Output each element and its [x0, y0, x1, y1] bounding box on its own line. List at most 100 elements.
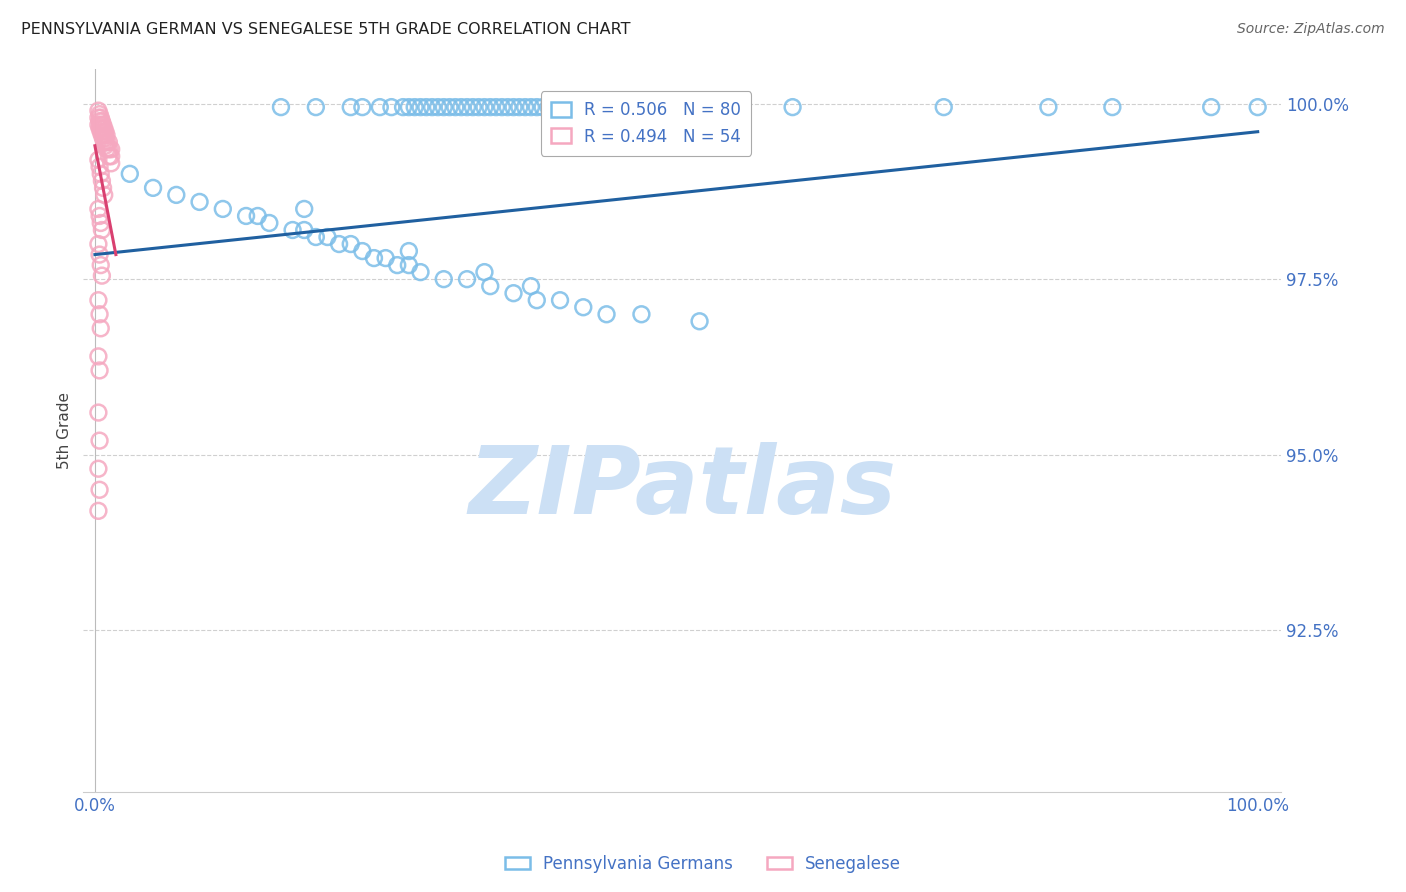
Point — [1199, 100, 1222, 114]
Point — [211, 202, 233, 216]
Point — [94, 132, 117, 146]
Point — [165, 187, 187, 202]
Point — [456, 272, 478, 286]
Point — [91, 132, 114, 146]
Point — [97, 149, 120, 163]
Point — [305, 230, 328, 244]
Point — [91, 118, 114, 132]
Point — [292, 202, 315, 216]
Point — [409, 100, 432, 114]
Point — [90, 128, 112, 143]
Point — [561, 100, 583, 114]
Point — [398, 244, 420, 258]
Point — [502, 286, 524, 301]
Point — [352, 100, 374, 114]
Point — [479, 279, 502, 293]
Text: PENNSYLVANIA GERMAN VS SENEGALESE 5TH GRADE CORRELATION CHART: PENNSYLVANIA GERMAN VS SENEGALESE 5TH GR… — [21, 22, 630, 37]
Point — [89, 160, 111, 174]
Point — [89, 107, 111, 121]
Point — [246, 209, 269, 223]
Point — [89, 483, 111, 497]
Text: Source: ZipAtlas.com: Source: ZipAtlas.com — [1237, 22, 1385, 37]
Point — [439, 100, 461, 114]
Point — [548, 293, 571, 308]
Point — [97, 135, 120, 149]
Point — [415, 100, 437, 114]
Point — [87, 202, 110, 216]
Point — [543, 100, 565, 114]
Point — [1101, 100, 1123, 114]
Point — [387, 258, 409, 272]
Point — [94, 125, 117, 139]
Point — [90, 111, 112, 125]
Point — [474, 265, 496, 279]
Point — [526, 100, 548, 114]
Point — [392, 100, 415, 114]
Point — [548, 100, 571, 114]
Point — [87, 111, 110, 125]
Point — [90, 321, 112, 335]
Point — [87, 293, 110, 308]
Point — [90, 114, 112, 128]
Point — [90, 216, 112, 230]
Point — [537, 100, 560, 114]
Point — [531, 100, 554, 114]
Point — [409, 265, 432, 279]
Point — [433, 100, 456, 114]
Point — [96, 142, 118, 156]
Point — [142, 181, 165, 195]
Point — [89, 434, 111, 448]
Point — [90, 125, 112, 139]
Point — [374, 251, 396, 265]
Point — [444, 100, 467, 114]
Point — [700, 100, 723, 114]
Point — [89, 121, 111, 136]
Point — [90, 268, 112, 283]
Point — [100, 142, 122, 156]
Point — [456, 100, 478, 114]
Point — [89, 209, 111, 223]
Point — [520, 279, 543, 293]
Point — [87, 461, 110, 475]
Point — [352, 244, 374, 258]
Point — [89, 247, 111, 261]
Point — [526, 293, 548, 308]
Point — [502, 100, 524, 114]
Point — [426, 100, 449, 114]
Point — [91, 125, 114, 139]
Point — [93, 187, 115, 202]
Legend: R = 0.506   N = 80, R = 0.494   N = 54: R = 0.506 N = 80, R = 0.494 N = 54 — [541, 91, 751, 155]
Point — [188, 194, 211, 209]
Point — [368, 100, 391, 114]
Point — [90, 121, 112, 136]
Point — [100, 156, 122, 170]
Point — [93, 128, 115, 143]
Point — [87, 504, 110, 518]
Point — [1247, 100, 1270, 114]
Point — [90, 223, 112, 237]
Point — [90, 258, 112, 272]
Point — [316, 230, 339, 244]
Point — [1038, 100, 1060, 114]
Point — [689, 314, 711, 328]
Point — [259, 216, 281, 230]
Point — [619, 100, 641, 114]
Point — [292, 223, 315, 237]
Text: ZIPatlas: ZIPatlas — [468, 442, 896, 534]
Point — [118, 167, 141, 181]
Point — [89, 307, 111, 321]
Point — [339, 100, 361, 114]
Point — [93, 121, 115, 136]
Point — [93, 135, 115, 149]
Point — [520, 100, 543, 114]
Point — [100, 149, 122, 163]
Point — [87, 406, 110, 420]
Point — [461, 100, 484, 114]
Point — [404, 100, 426, 114]
Point — [467, 100, 489, 114]
Point — [87, 103, 110, 118]
Point — [479, 100, 502, 114]
Point — [89, 114, 111, 128]
Point — [665, 100, 688, 114]
Point — [433, 272, 456, 286]
